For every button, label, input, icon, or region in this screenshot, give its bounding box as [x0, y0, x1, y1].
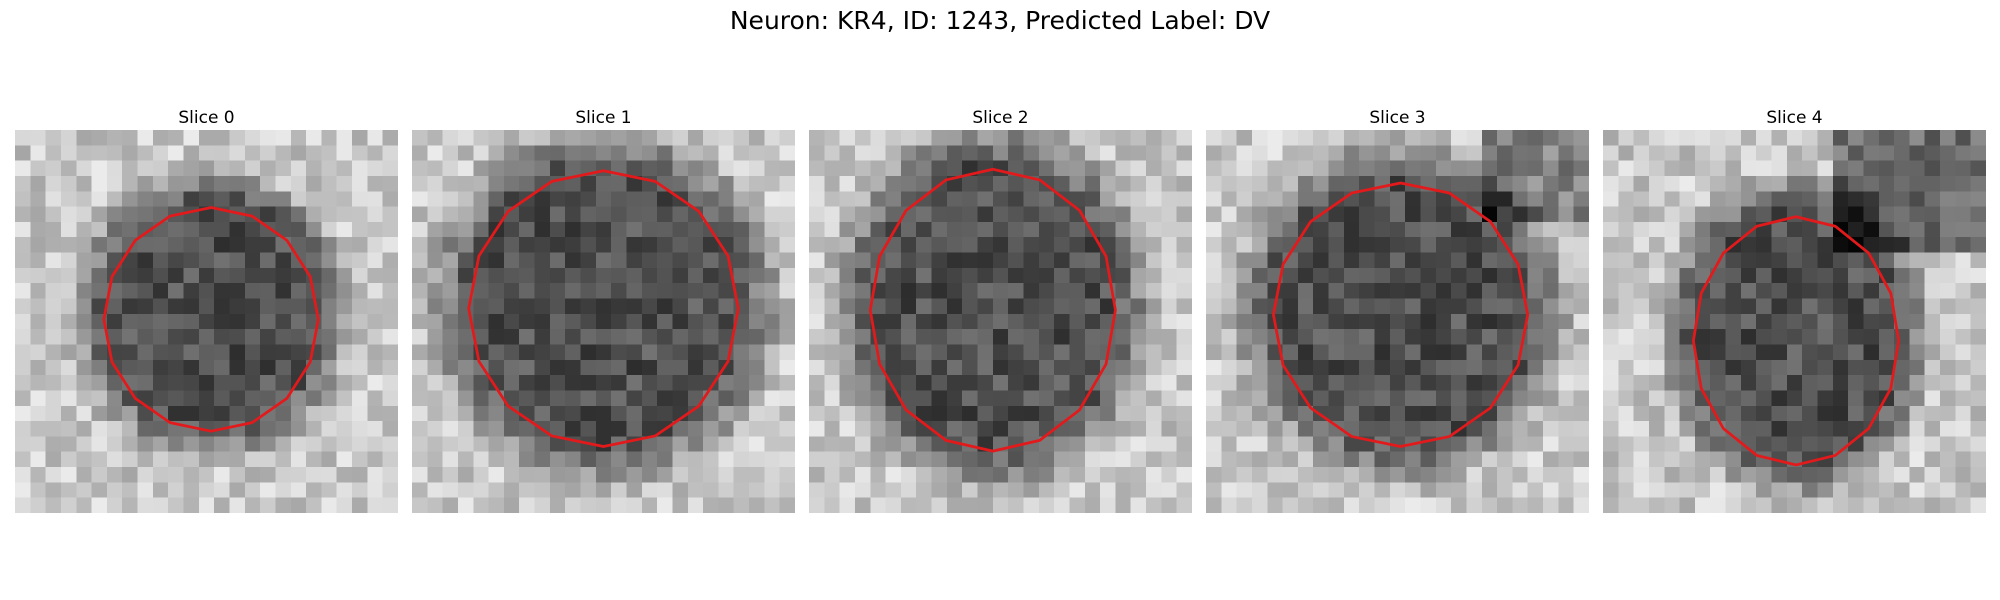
figure-title: Neuron: KR4, ID: 1243, Predicted Label: … — [729, 6, 1271, 35]
roi-contour — [102, 206, 320, 433]
roi-outline-1 — [467, 169, 740, 448]
slice-image-1 — [412, 130, 795, 513]
roi-outline-4 — [1692, 215, 1901, 467]
roi-outline-3 — [1272, 181, 1530, 448]
slice-image-0 — [15, 130, 398, 513]
slice-title-0: Slice 0 — [178, 108, 235, 128]
roi-outline-0 — [102, 206, 320, 433]
slice-title-3: Slice 3 — [1369, 108, 1426, 128]
slice-panel-2: Slice 2 — [809, 106, 1192, 513]
roi-contour — [1692, 215, 1901, 467]
slice-panel-0: Slice 0 — [15, 106, 398, 513]
slice-panel-1: Slice 1 — [412, 106, 795, 513]
slice-panel-4: Slice 4 — [1603, 106, 1986, 513]
slice-panel-3: Slice 3 — [1206, 106, 1589, 513]
slice-title-1: Slice 1 — [575, 108, 632, 128]
roi-contour — [868, 167, 1117, 453]
roi-contour — [467, 169, 740, 448]
slice-title-2: Slice 2 — [972, 108, 1029, 128]
slice-title-4: Slice 4 — [1766, 108, 1823, 128]
slice-image-4 — [1603, 130, 1986, 513]
roi-outline-2 — [868, 167, 1117, 453]
roi-contour — [1272, 181, 1530, 448]
